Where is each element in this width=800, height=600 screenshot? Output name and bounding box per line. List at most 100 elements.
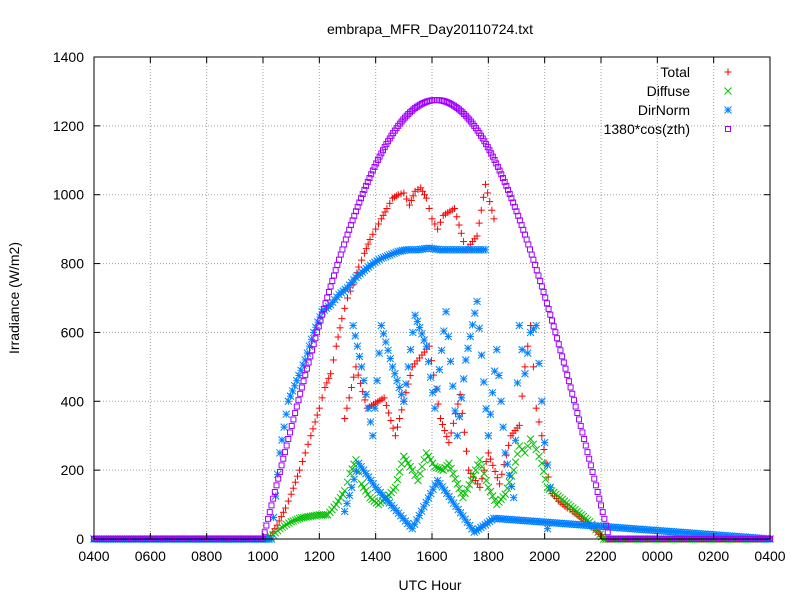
data-point [355,352,364,361]
data-point [408,466,417,474]
legend-label: Diffuse [647,83,691,99]
data-point [543,524,552,533]
data-point [372,225,380,233]
data-point [426,455,435,464]
data-point [362,245,370,253]
data-point [479,193,487,201]
data-point [515,321,524,330]
data-point [342,236,349,243]
data-point [426,373,435,382]
data-point [343,499,351,508]
data-point [488,150,495,157]
data-point [436,218,444,226]
x-tick-label: 0400 [78,548,109,564]
data-point [495,371,503,380]
data-point [466,332,475,341]
data-point [468,321,477,329]
data-point [501,449,510,457]
data-point [511,436,520,445]
data-point [271,489,278,496]
data-point [564,371,571,378]
data-point [341,241,348,248]
data-point [408,328,417,337]
legend: Total Diffuse DirNorm 1380*cos(zth) [604,64,732,137]
data-point [304,440,312,448]
data-point [527,246,534,253]
data-point [358,256,366,264]
data-point [490,215,498,223]
data-point [461,110,468,117]
data-point [535,418,543,426]
data-point [477,206,485,214]
data-point [391,483,400,492]
data-point [523,236,530,243]
data-point [488,492,497,500]
data-point [288,422,295,429]
data-point [358,195,365,202]
data-point [538,283,545,290]
data-point [444,332,453,341]
x-axis-label: UTC Hour [398,577,461,593]
data-point [366,418,375,426]
x-tick-label: 2200 [585,548,616,564]
data-point [338,490,347,499]
data-point [343,404,351,412]
data-point [341,304,349,312]
data-point [598,502,604,509]
data-point [488,388,497,397]
data-point [518,392,526,400]
data-point [341,415,349,422]
data-point [263,522,270,529]
data-point [323,379,331,387]
data-point [503,484,512,493]
data-point [419,187,427,195]
data-point [303,365,310,372]
data-point [557,347,564,354]
data-point [288,387,297,395]
data-point [457,229,465,237]
data-point [461,356,470,364]
data-point [280,423,288,431]
data-point [424,452,433,461]
data-point [329,277,336,284]
data-point [280,455,287,462]
data-point [430,462,439,471]
data-point [457,393,466,402]
data-point [594,489,601,496]
data-point [484,144,491,151]
data-point [406,462,415,471]
data-point [449,419,457,427]
legend-label: 1380*cos(zth) [604,121,690,137]
data-point [327,370,335,378]
data-point [511,203,518,210]
data-point [388,363,397,371]
data-point [515,421,523,429]
data-point [320,305,327,312]
data-point [603,522,610,529]
data-point [400,116,407,123]
data-point [338,315,346,323]
data-point [269,513,278,522]
data-point [431,220,439,228]
data-point [436,415,444,422]
data-point [359,376,368,385]
data-point [459,109,466,116]
data-point [457,107,464,114]
data-point [535,272,542,279]
data-point [407,196,415,204]
data-point [345,491,354,500]
data-point [390,369,399,378]
data-point [369,230,377,238]
data-point [724,87,732,95]
data-point [448,382,457,390]
data-point [307,353,314,360]
data-point [329,356,337,364]
data-point [359,483,368,492]
data-point [311,418,319,426]
data-point [291,478,299,486]
data-point [280,522,289,530]
data-point [364,490,372,499]
data-point [266,509,273,516]
data-point [285,519,293,528]
data-point [459,493,467,502]
